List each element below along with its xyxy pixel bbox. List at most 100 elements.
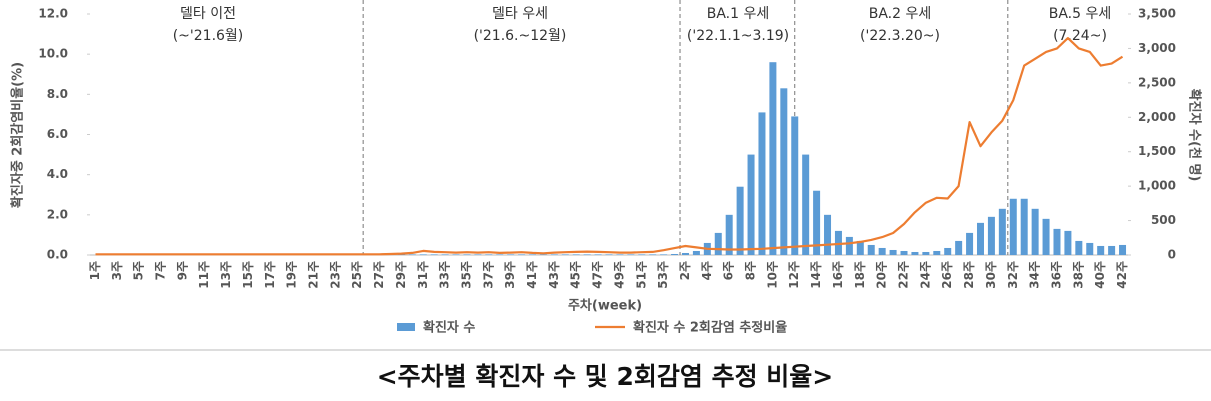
- y-tick-label: 10.0: [38, 47, 68, 61]
- bar: [998, 208, 1006, 255]
- y-tick-label: 6.0: [47, 127, 68, 141]
- x-tick-label: 3주: [110, 261, 124, 280]
- bar: [955, 240, 963, 255]
- bar: [900, 250, 908, 255]
- bar: [474, 254, 482, 255]
- x-tick-label: 11주: [197, 261, 211, 289]
- bar: [856, 240, 864, 255]
- x-tick-label: 22주: [897, 261, 911, 289]
- bar: [529, 254, 537, 255]
- bar: [1042, 218, 1050, 255]
- bar: [922, 251, 930, 255]
- x-tick-label: 23주: [328, 261, 342, 289]
- x-tick-label: 45주: [569, 261, 583, 289]
- y2-tick-label: 3,000: [1138, 41, 1176, 55]
- bar: [496, 254, 504, 255]
- bar: [518, 254, 526, 255]
- bar: [681, 252, 689, 255]
- y2-axis-title: 확진자 수(천 명): [1187, 89, 1203, 182]
- x-tick-label: 53주: [656, 261, 670, 289]
- bar: [736, 186, 744, 255]
- x-tick-label: 21주: [306, 261, 320, 289]
- bar: [638, 254, 646, 255]
- bar: [966, 232, 974, 255]
- bar: [583, 254, 591, 255]
- x-tick-label: 30주: [984, 261, 998, 289]
- x-tick-label: 13주: [219, 261, 233, 289]
- bar: [824, 214, 832, 255]
- bar: [408, 254, 416, 255]
- x-tick-label: 34주: [1028, 261, 1042, 289]
- bar: [867, 244, 875, 255]
- bar: [911, 251, 919, 255]
- bar: [1020, 198, 1028, 255]
- bar: [572, 254, 580, 255]
- y-axis-title: 확진자중 2회감염비율(%): [10, 62, 26, 208]
- x-tick-label: 36주: [1049, 261, 1063, 289]
- y-tick-label: 4.0: [47, 167, 68, 181]
- bar: [933, 250, 941, 255]
- x-tick-label: 24주: [918, 261, 932, 289]
- bar: [758, 112, 766, 256]
- bar: [627, 254, 635, 255]
- bar: [419, 254, 427, 255]
- x-tick-label: 16주: [831, 261, 845, 289]
- bar: [507, 254, 515, 255]
- x-tick-label: 40주: [1093, 261, 1107, 289]
- annotation-label: BA.1 우세: [707, 6, 770, 22]
- annotation-period: ('22.3.20~): [860, 28, 940, 44]
- x-tick-label: 2주: [678, 261, 692, 280]
- x-tick-label: 14주: [809, 261, 823, 289]
- x-tick-label: 51주: [634, 261, 648, 289]
- bar: [1097, 245, 1105, 255]
- bar: [692, 250, 700, 255]
- y-tick-label: 2.0: [47, 207, 68, 221]
- x-tick-label: 39주: [503, 261, 517, 289]
- x-tick-label: 17주: [263, 261, 277, 289]
- y2-tick-label: 0: [1168, 248, 1176, 262]
- x-tick-label: 6주: [722, 261, 736, 280]
- legend-label: 확진자 수: [423, 320, 475, 336]
- x-tick-label: 32주: [1006, 261, 1020, 289]
- x-tick-label: 35주: [459, 261, 473, 289]
- x-tick-label: 42주: [1115, 261, 1129, 289]
- bar: [725, 214, 733, 255]
- bar: [944, 247, 952, 255]
- x-tick-label: 5주: [132, 261, 146, 280]
- y2-tick-label: 500: [1151, 213, 1176, 227]
- x-tick-label: 18주: [853, 261, 867, 289]
- bar: [714, 232, 722, 255]
- x-tick-label: 10주: [765, 261, 779, 289]
- x-tick-label: 38주: [1071, 261, 1085, 289]
- x-tick-label: 15주: [241, 261, 255, 289]
- y-tick-label: 8.0: [47, 87, 68, 101]
- x-tick-label: 4주: [700, 261, 714, 280]
- bar: [802, 154, 810, 255]
- bar: [430, 254, 438, 255]
- x-tick-label: 41주: [525, 261, 539, 289]
- annotation-label: 델타 우세: [492, 6, 548, 22]
- bar: [463, 254, 471, 255]
- annotation-label: BA.2 우세: [869, 6, 932, 22]
- bar: [976, 222, 984, 255]
- x-tick-label: 43주: [547, 261, 561, 289]
- bar: [561, 254, 569, 255]
- bar: [1053, 228, 1061, 255]
- annotation-label: 델타 이전: [180, 6, 236, 22]
- legend-swatch: [397, 323, 415, 331]
- bar: [780, 88, 788, 255]
- annotation-label: BA.5 우세: [1049, 6, 1112, 22]
- y2-tick-label: 2,000: [1138, 110, 1176, 124]
- x-tick-label: 12주: [787, 261, 801, 289]
- bar: [878, 247, 886, 255]
- x-tick-label: 25주: [350, 261, 364, 289]
- x-tick-label: 29주: [394, 261, 408, 289]
- line: [95, 37, 1124, 256]
- bar: [1009, 198, 1017, 255]
- bar: [1031, 208, 1039, 255]
- annotation-period: (7.24~): [1053, 28, 1107, 44]
- x-axis-title: 주차(week): [568, 298, 642, 314]
- bar: [1075, 240, 1083, 255]
- x-tick-label: 49주: [612, 261, 626, 289]
